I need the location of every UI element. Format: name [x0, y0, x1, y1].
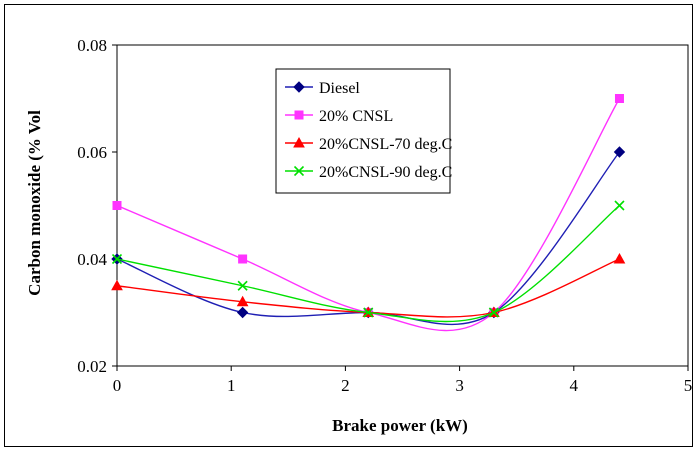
- legend: Diesel 20% CNSL 20%CNSL-70 deg.C 20%CNSL-90…: [275, 68, 452, 194]
- data-point: [613, 146, 626, 158]
- y-tick-label: 0.06: [77, 143, 107, 162]
- legend-label: 20% CNSL: [319, 108, 393, 125]
- y-tick-label: 0.02: [77, 357, 107, 376]
- x-tick-label: 3: [455, 376, 464, 395]
- legend-entry: 20% CNSL: [285, 108, 393, 125]
- data-point: [238, 254, 248, 264]
- legend-marker: [293, 136, 305, 148]
- data-point: [112, 201, 122, 210]
- series-line: [116, 204, 620, 323]
- legend-marker: [294, 110, 304, 120]
- y-tick-label: 0.08: [77, 36, 107, 55]
- legend-entry: Diesel: [285, 80, 360, 97]
- data-point: [613, 252, 626, 264]
- data-point: [488, 307, 499, 318]
- series-3: [111, 252, 626, 318]
- legend-label: 20%CNSL-90 deg.C: [319, 164, 452, 181]
- y-axis-title: Carbon monoxide (% Vol: [25, 110, 44, 296]
- x-axis-title: Brake power (kW): [332, 416, 468, 435]
- series-4: [111, 200, 625, 323]
- data-point: [236, 306, 249, 319]
- y-axis: 0.02 0.04 0.06 0.08: [77, 36, 117, 376]
- legend-label: Diesel: [319, 80, 360, 97]
- data-point: [614, 94, 624, 103]
- legend-marker: [293, 81, 305, 93]
- legend-entry: 20%CNSL-90 deg.C: [285, 164, 452, 181]
- x-tick-label: 2: [341, 376, 350, 395]
- legend-entry: 20%CNSL-70 deg.C: [285, 136, 452, 153]
- legend-marker: [293, 165, 305, 177]
- x-tick-label: 0: [113, 376, 122, 395]
- data-point: [236, 295, 249, 307]
- data-point: [111, 279, 123, 291]
- x-tick-label: 1: [227, 376, 236, 395]
- data-point: [237, 280, 248, 291]
- x-axis: 0 1 2 3 4 5: [113, 366, 693, 395]
- series-layer: [111, 94, 626, 332]
- series-line: [116, 98, 621, 332]
- legend-box: [275, 68, 451, 194]
- data-point: [363, 307, 374, 318]
- legend-label: 20%CNSL-70 deg.C: [319, 136, 452, 153]
- data-point: [614, 200, 625, 211]
- data-point: [111, 253, 123, 265]
- x-tick-label: 4: [570, 376, 579, 395]
- y-tick-label: 0.04: [77, 250, 107, 269]
- x-tick-label: 5: [684, 376, 693, 395]
